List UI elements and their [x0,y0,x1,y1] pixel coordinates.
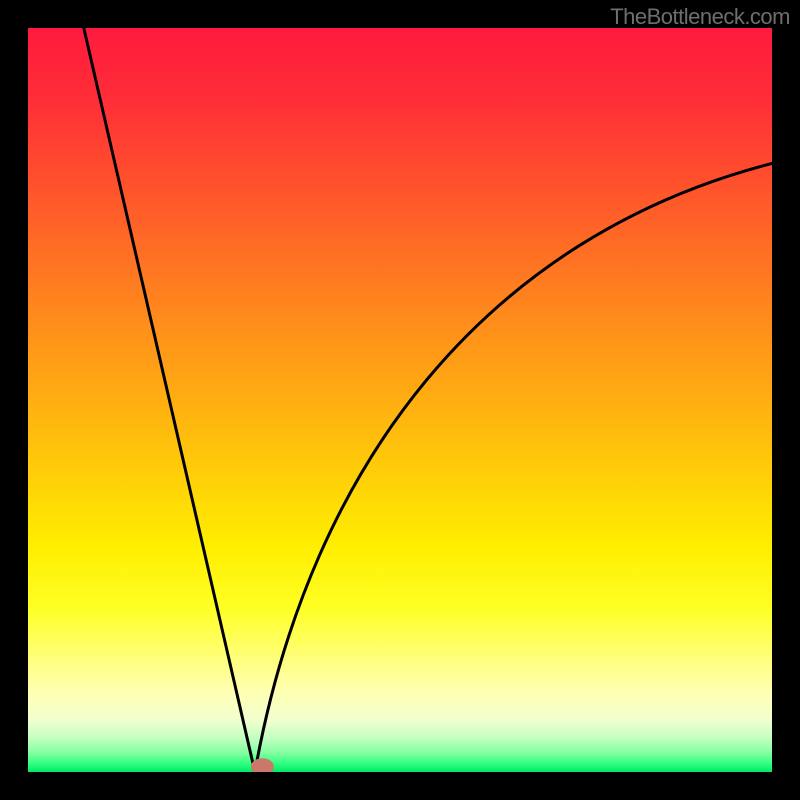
plot-area [28,28,772,772]
watermark-text: TheBottleneck.com [610,4,790,30]
bottleneck-curve [28,28,772,772]
optimal-point-marker [251,759,273,772]
